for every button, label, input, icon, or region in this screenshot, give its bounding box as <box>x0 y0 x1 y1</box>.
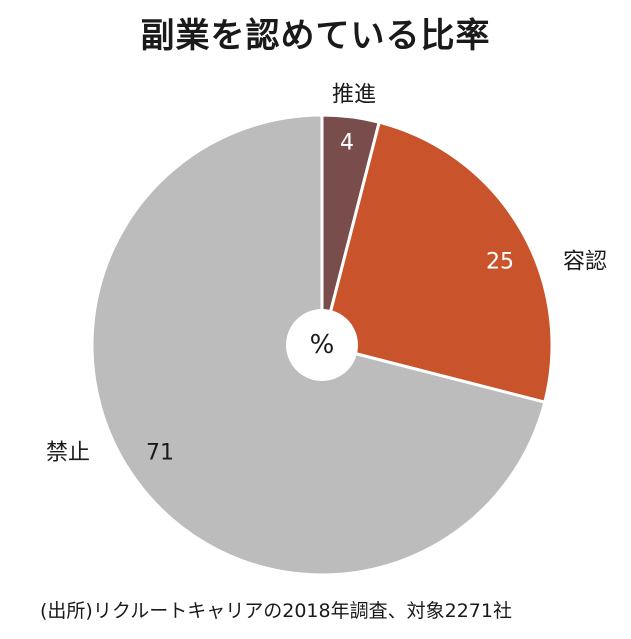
unit-label: % <box>310 330 335 360</box>
pie-slice-1 <box>320 120 554 405</box>
chart-title: 副業を認めている比率 <box>140 16 491 56</box>
center-hole <box>286 309 358 381</box>
slice-category-label-2: 禁止 <box>46 441 90 466</box>
slice-value-label-1: 25 <box>486 250 514 275</box>
slice-value-label-2: 71 <box>146 441 174 466</box>
slice-category-label-0: 推進 <box>332 83 376 108</box>
source-note: (出所)リクルートキャリアの2018年調査、対象2271社 <box>40 600 512 622</box>
slice-category-label-1: 容認 <box>563 250 607 275</box>
slice-value-label-0: 4 <box>340 131 354 156</box>
